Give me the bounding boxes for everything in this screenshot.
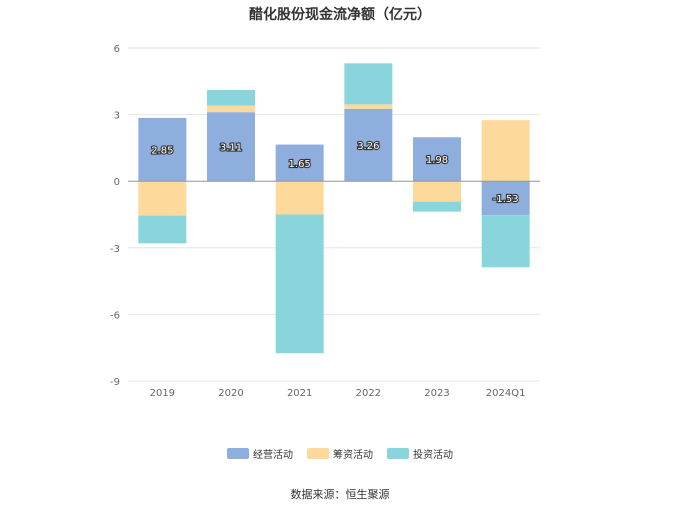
bar-financing <box>138 181 187 216</box>
bar-financing <box>413 181 461 202</box>
bar-financing <box>275 181 324 215</box>
legend-label-operating: 经营活动 <box>253 450 293 461</box>
data-label: 3.11 <box>220 143 242 154</box>
x-tick-label: 2019 <box>150 388 175 399</box>
bar-chart: -9 -6 -3 0 3 6 2.85 2019 3.11 2020 1.65 2021 3.26 202… <box>110 44 540 399</box>
y-tick-label: 3 <box>114 111 120 122</box>
x-tick-label: 2023 <box>424 388 449 399</box>
bar-operating <box>138 117 187 182</box>
legend-swatch-investing <box>387 448 409 459</box>
chart-legend: 经营活动 筹资活动 投资活动 <box>0 446 680 461</box>
bar-investing <box>413 201 461 212</box>
bar-operating <box>275 144 324 182</box>
bar-financing <box>481 120 530 182</box>
bar-operating <box>481 181 530 216</box>
legend-label-financing: 筹资活动 <box>333 450 373 461</box>
chart-title: 醋化股份现金流净额（亿元） <box>249 7 431 23</box>
legend-swatch-operating <box>227 448 249 459</box>
bar-investing <box>138 215 187 244</box>
bar-investing <box>275 214 324 354</box>
bar-operating <box>207 112 255 182</box>
y-tick-label: -6 <box>110 310 120 321</box>
bar-operating <box>344 108 393 182</box>
bar-financing <box>207 105 255 113</box>
bar-investing <box>481 215 530 268</box>
data-label: 1.65 <box>289 159 311 170</box>
data-label: 3.26 <box>357 141 379 152</box>
bar-investing <box>207 89 255 106</box>
y-tick-label: 0 <box>114 177 120 188</box>
legend-item-operating[interactable]: 经营活动 <box>227 446 293 461</box>
y-tick-label: -3 <box>110 244 120 255</box>
legend-swatch-financing <box>307 448 329 459</box>
x-tick-label: 2024Q1 <box>486 388 526 399</box>
data-source: 数据来源：恒生聚源 <box>290 488 390 501</box>
data-label: 2.85 <box>151 146 173 157</box>
bar-investing <box>344 63 393 105</box>
y-tick-label: -9 <box>110 377 120 388</box>
bar-financing <box>344 104 393 109</box>
bar-operating <box>413 137 461 182</box>
legend-label-investing: 投资活动 <box>413 450 453 461</box>
x-tick-label: 2020 <box>218 388 243 399</box>
data-label: -1.53 <box>493 194 519 205</box>
legend-item-investing[interactable]: 投资活动 <box>387 446 453 461</box>
legend-item-financing[interactable]: 筹资活动 <box>307 446 373 461</box>
x-tick-label: 2021 <box>287 388 312 399</box>
x-tick-label: 2022 <box>356 388 381 399</box>
y-tick-label: 6 <box>114 44 120 55</box>
data-label: 1.98 <box>426 155 448 166</box>
